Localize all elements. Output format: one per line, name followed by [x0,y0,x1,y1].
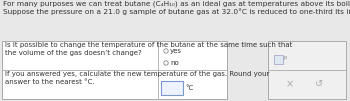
Text: no: no [170,60,179,66]
Text: For many purposes we can treat butane (C₄H₁₀) as an ideal gas at temperatures ab: For many purposes we can treat butane (C… [3,1,350,8]
Text: Suppose the pressure on a 21.0 g sample of butane gas at 32.0°C is reduced to on: Suppose the pressure on a 21.0 g sample … [3,8,350,15]
Text: °C: °C [185,85,193,91]
Text: ×: × [286,79,294,89]
Text: ↺: ↺ [315,79,323,89]
Text: p: p [284,55,287,60]
FancyBboxPatch shape [274,55,283,64]
Text: Is it possible to change the temperature of the butane at the same time such tha: Is it possible to change the temperature… [5,42,292,56]
Text: yes: yes [170,48,182,54]
FancyBboxPatch shape [161,81,183,95]
FancyBboxPatch shape [2,41,227,99]
Text: If you answered yes, calculate the new temperature of the gas. Round your
answer: If you answered yes, calculate the new t… [5,71,270,86]
FancyBboxPatch shape [268,41,346,99]
